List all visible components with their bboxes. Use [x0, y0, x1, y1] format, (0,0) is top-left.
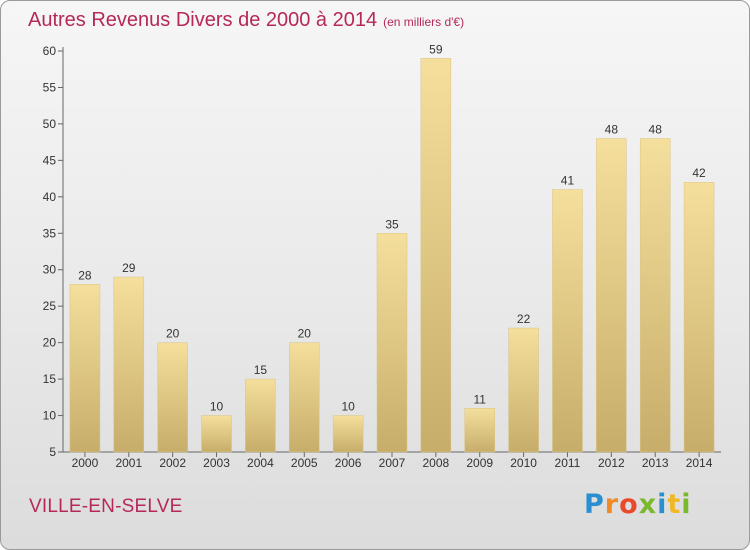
- bar-2010: [508, 327, 539, 453]
- bar-2005: [289, 342, 320, 453]
- y-tick-label: 35: [43, 226, 57, 240]
- logo-letter: x: [638, 489, 658, 520]
- x-tick-label: 2008: [423, 456, 450, 470]
- place-name: VILLE-EN-SELVE: [29, 496, 183, 517]
- chart-title-text: Autres Revenus Divers de 2000 à 2014: [28, 9, 378, 31]
- bar-2002: [157, 342, 188, 453]
- chart-title: Autres Revenus Divers de 2000 à 2014 (en …: [28, 9, 464, 32]
- bar-2013: [639, 138, 671, 453]
- data-label-2011: 41: [561, 174, 575, 188]
- bar-2003: [201, 415, 232, 453]
- bar-2011: [552, 189, 583, 453]
- logo-letter: r: [604, 489, 620, 520]
- x-tick-label: 2003: [203, 456, 230, 470]
- x-tick-label: 2009: [466, 456, 493, 470]
- y-tick-label: 60: [43, 44, 57, 58]
- x-tick-label: 2001: [115, 456, 142, 470]
- data-label-2010: 22: [517, 312, 531, 326]
- bar-2000: [69, 284, 101, 453]
- x-tick-label: 2007: [379, 456, 406, 470]
- y-tick-label: 10: [43, 409, 57, 423]
- logo-letter: t: [667, 489, 682, 520]
- x-tick-label: 2005: [291, 456, 318, 470]
- logo-letter: i: [681, 489, 692, 520]
- bar-2006: [332, 415, 364, 453]
- data-label-2001: 29: [122, 261, 136, 275]
- proxiti-logo: Proxiti: [584, 489, 692, 520]
- bar-2008: [420, 58, 452, 453]
- y-tick-label: 20: [43, 336, 57, 350]
- bar-2004: [245, 378, 276, 453]
- y-tick-label: 55: [43, 80, 57, 94]
- y-tick-label: 40: [43, 190, 57, 204]
- data-label-2013: 48: [649, 122, 663, 136]
- y-tick-label: 15: [43, 372, 57, 386]
- data-label-2012: 48: [605, 122, 619, 136]
- x-tick-label: 2011: [555, 456, 581, 470]
- logo-letter: i: [657, 489, 668, 520]
- y-tick-label: 45: [43, 153, 57, 167]
- x-tick-label: 2002: [159, 456, 186, 470]
- data-label-2002: 20: [166, 327, 180, 341]
- x-tick-label: 2014: [686, 456, 713, 470]
- x-tick-label: 2010: [510, 456, 537, 470]
- data-label-2008: 59: [429, 42, 443, 56]
- y-tick-label: 25: [43, 299, 57, 313]
- x-tick-label: 2006: [335, 456, 362, 470]
- chart-unit: (en milliers d'€): [383, 15, 465, 29]
- y-tick-label: 30: [43, 263, 57, 277]
- bar-2007: [376, 233, 408, 453]
- bar-2014: [683, 181, 715, 453]
- x-tick-label: 2012: [598, 456, 625, 470]
- bar-2012: [596, 138, 627, 453]
- x-tick-label: 2000: [72, 456, 99, 470]
- bar-2001: [113, 276, 145, 453]
- data-label-2009: 11: [473, 392, 486, 406]
- y-tick-label: 5: [49, 445, 56, 459]
- data-label-2007: 35: [385, 217, 399, 231]
- x-tick-label: 2004: [247, 456, 274, 470]
- data-label-2004: 15: [254, 363, 268, 377]
- bar-2009: [464, 408, 495, 453]
- logo-letter: P: [584, 489, 605, 520]
- data-label-2005: 20: [298, 327, 312, 341]
- bars: 28 29 20 10 15 20 10 35 59 11 22 41 48 48 42: [69, 42, 715, 453]
- data-label-2003: 10: [210, 400, 224, 414]
- data-label-2014: 42: [692, 166, 706, 180]
- data-label-2000: 28: [78, 268, 92, 282]
- x-tick-label: 2013: [642, 456, 669, 470]
- y-tick-label: 50: [43, 117, 57, 131]
- logo-letter: o: [619, 489, 639, 520]
- data-label-2006: 10: [341, 400, 355, 414]
